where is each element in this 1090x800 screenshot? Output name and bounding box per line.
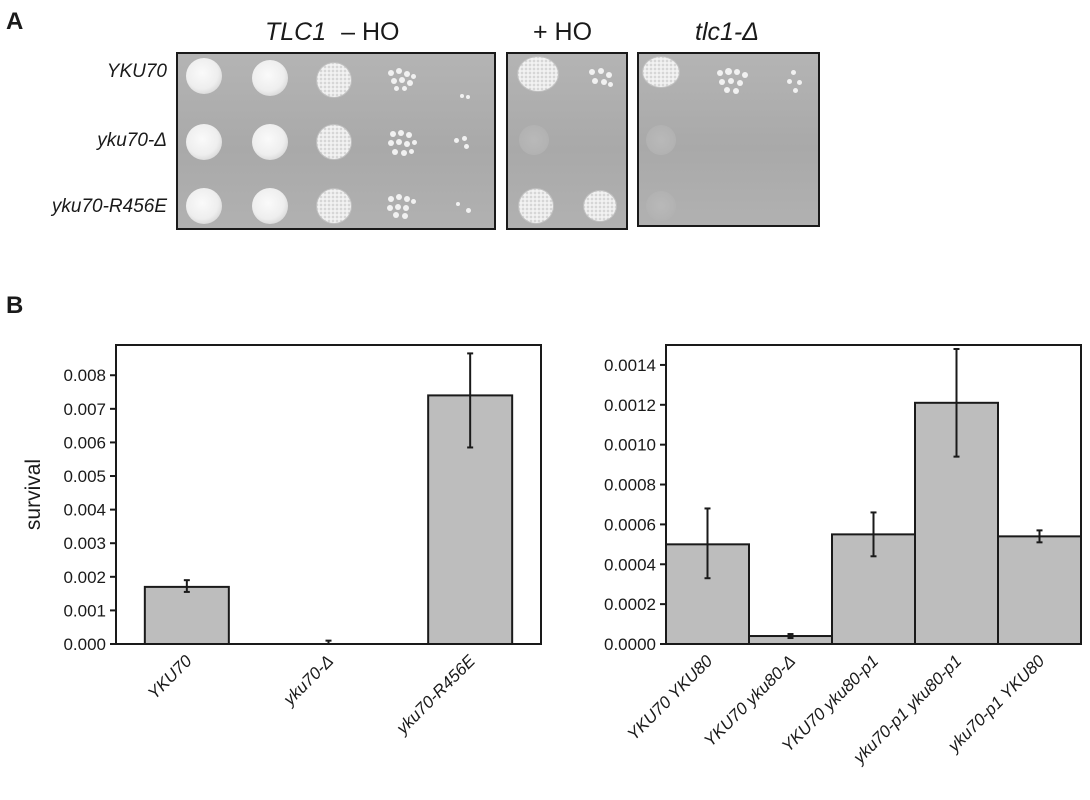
colony-spot bbox=[252, 188, 288, 224]
colony-cluster bbox=[785, 68, 811, 96]
colony-cluster bbox=[386, 128, 420, 160]
colony-spot bbox=[186, 124, 222, 160]
header-minus-ho: – HO bbox=[341, 18, 400, 46]
y-tick-label: 0.000 bbox=[63, 635, 106, 654]
colony-spot bbox=[186, 188, 222, 224]
plate-tlc1-deletion bbox=[637, 52, 820, 227]
colony-spot bbox=[584, 191, 616, 221]
x-tick-label: yku70-Δ bbox=[279, 651, 337, 709]
colony-spot bbox=[317, 63, 351, 97]
header-tlc1-deletion: tlc1-Δ bbox=[695, 18, 760, 46]
plate-tlc1-minus-ho bbox=[176, 52, 496, 230]
colony-spot bbox=[317, 189, 351, 223]
row-label-yku70-deletion: yku70-Δ bbox=[97, 130, 167, 151]
header-plus-ho: + HO bbox=[533, 18, 593, 46]
y-tick-label: 0.007 bbox=[63, 400, 106, 419]
colony-spot bbox=[519, 125, 549, 155]
panel-b-label: B bbox=[6, 292, 24, 319]
header-tlc1-gene: TLC1 bbox=[265, 18, 327, 46]
x-tick-label: yku70-R456E bbox=[392, 651, 479, 738]
plate-plus-ho bbox=[506, 52, 628, 230]
row-label-yku70-r456e: yku70-R456E bbox=[51, 196, 167, 217]
y-tick-label: 0.006 bbox=[63, 433, 106, 452]
y-tick-label: 0.0010 bbox=[604, 436, 656, 455]
y-tick-label: 0.008 bbox=[63, 366, 106, 385]
y-tick-label: 0.002 bbox=[63, 568, 106, 587]
colony-cluster bbox=[452, 136, 474, 150]
colony-spot bbox=[646, 191, 676, 221]
colony-cluster bbox=[458, 94, 472, 100]
y-tick-label: 0.003 bbox=[63, 534, 106, 553]
panel-a-label: A bbox=[6, 8, 24, 35]
y-axis-label: survival bbox=[22, 459, 45, 530]
colony-cluster bbox=[715, 66, 753, 96]
colony-spot bbox=[646, 125, 676, 155]
colony-spot bbox=[186, 58, 222, 94]
bar bbox=[997, 535, 1082, 645]
y-tick-label: 0.0014 bbox=[604, 356, 656, 375]
colony-cluster bbox=[384, 192, 418, 222]
colony-spot bbox=[252, 60, 288, 96]
y-tick-label: 0.0004 bbox=[604, 555, 656, 574]
row-label-yku70: YKU70 bbox=[106, 61, 167, 82]
x-tick-label: YKU70 YKU80 bbox=[624, 651, 717, 744]
header-tlc1: TLC1 – HO bbox=[265, 18, 399, 47]
y-tick-label: 0.0008 bbox=[604, 476, 656, 495]
y-tick-label: 0.001 bbox=[63, 601, 106, 620]
y-tick-label: 0.0002 bbox=[604, 595, 656, 614]
colony-spot bbox=[252, 124, 288, 160]
plot-frame bbox=[665, 344, 1082, 645]
x-tick-label: YKU70 bbox=[144, 651, 196, 703]
colony-cluster bbox=[454, 200, 474, 216]
colony-spot bbox=[643, 57, 679, 87]
y-tick-label: 0.005 bbox=[63, 467, 106, 486]
y-tick-label: 0.0012 bbox=[604, 396, 656, 415]
y-tick-label: 0.004 bbox=[63, 501, 106, 520]
y-tick-label: 0.0006 bbox=[604, 515, 656, 534]
colony-spot bbox=[519, 189, 553, 223]
colony-spot bbox=[317, 125, 351, 159]
y-tick-label: 0.0000 bbox=[604, 635, 656, 654]
bar bbox=[143, 585, 230, 645]
colony-cluster bbox=[386, 66, 420, 96]
colony-cluster bbox=[586, 66, 618, 92]
colony-spot bbox=[518, 57, 558, 91]
plot-frame bbox=[115, 344, 542, 645]
